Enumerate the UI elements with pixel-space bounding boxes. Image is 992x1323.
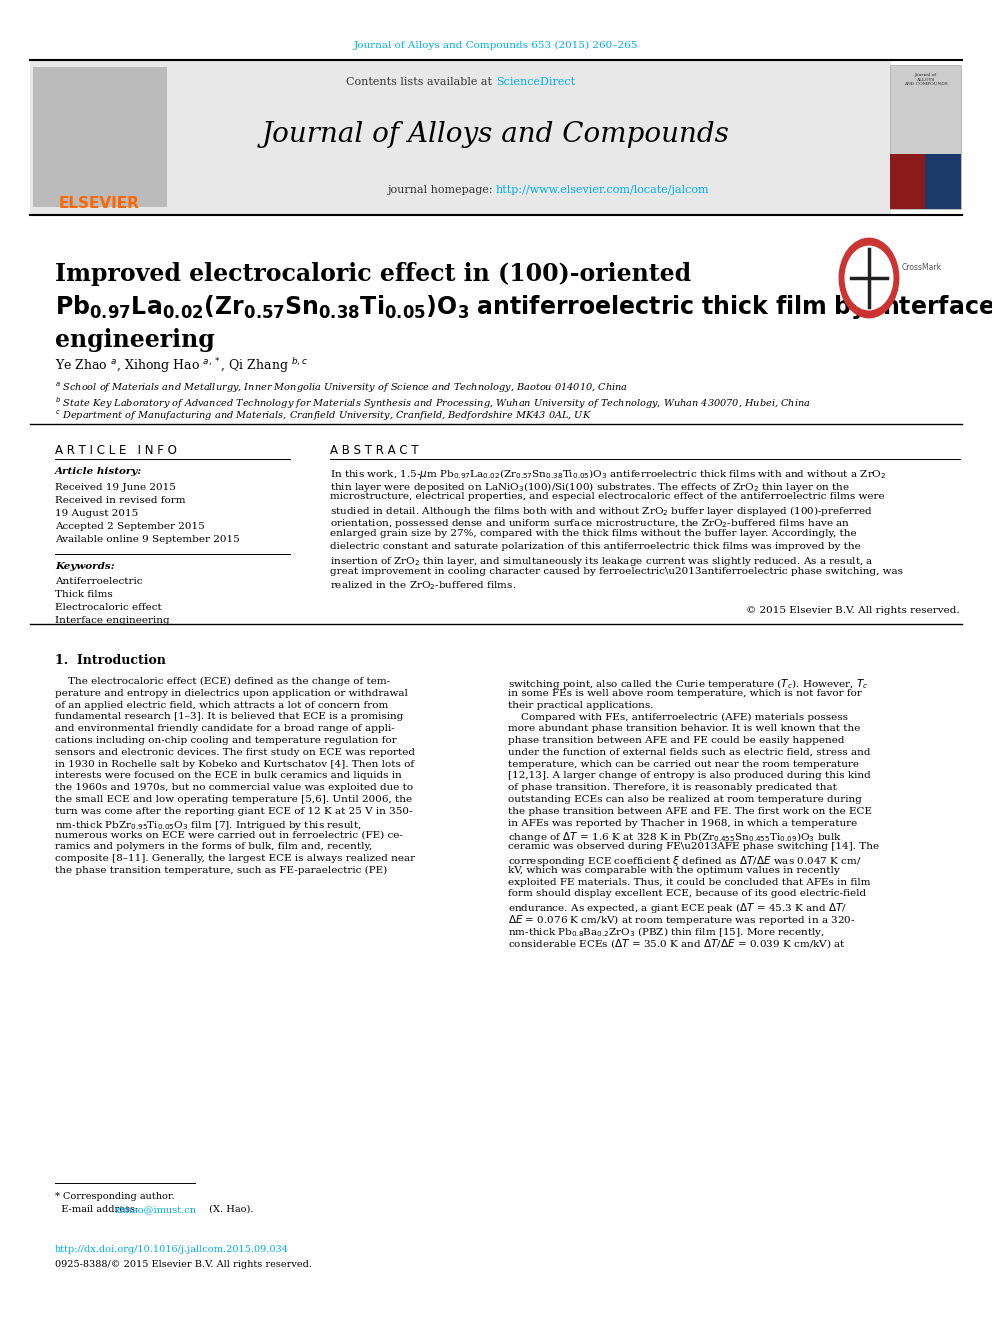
Text: © 2015 Elsevier B.V. All rights reserved.: © 2015 Elsevier B.V. All rights reserved…	[746, 606, 960, 615]
Bar	[890, 65, 961, 209]
Text: cations including on-chip cooling and temperature regulation for: cations including on-chip cooling and te…	[55, 736, 397, 745]
Text: the phase transition temperature, such as FE-paraelectric (PE): the phase transition temperature, such a…	[55, 865, 387, 875]
Text: switching point, also called the Curie temperature ($T_c$). However, $T_c$: switching point, also called the Curie t…	[508, 677, 868, 691]
Text: thin layer were deposited on LaNiO$_3$(100)/Si(100) substrates. The effects of Z: thin layer were deposited on LaNiO$_3$(1…	[330, 479, 850, 493]
Text: E-mail address:: E-mail address:	[55, 1205, 142, 1215]
Bar	[30, 60, 891, 216]
Text: Accepted 2 September 2015: Accepted 2 September 2015	[55, 523, 204, 531]
Text: Contents lists available at: Contents lists available at	[346, 77, 496, 87]
Text: more abundant phase transition behavior. It is well known that the: more abundant phase transition behavior.…	[508, 724, 860, 733]
Text: considerable ECEs ($\Delta T$ = 35.0 K and $\Delta T$/$\Delta E$ = 0.039 K cm/kV: considerable ECEs ($\Delta T$ = 35.0 K a…	[508, 937, 846, 950]
Text: turn was come after the reporting giant ECE of 12 K at 25 V in 350-: turn was come after the reporting giant …	[55, 807, 413, 816]
Text: microstructure, electrical properties, and especial electrocaloric effect of the: microstructure, electrical properties, a…	[330, 492, 885, 501]
Text: fundamental research [1–3]. It is believed that ECE is a promising: fundamental research [1–3]. It is believ…	[55, 712, 404, 721]
Text: In this work, 1.5-$\mu$m Pb$_{0.97}$La$_{0.02}$(Zr$_{0.57}$Sn$_{0.38}$Ti$_{0.05}: In this work, 1.5-$\mu$m Pb$_{0.97}$La$_…	[330, 467, 887, 482]
Bar	[890, 155, 925, 209]
Text: great improvement in cooling character caused by ferroelectric\u2013antiferroele: great improvement in cooling character c…	[330, 568, 903, 576]
Text: Compared with FEs, antiferroelectric (AFE) materials possess: Compared with FEs, antiferroelectric (AF…	[508, 712, 848, 721]
Text: endurance. As expected, a giant ECE peak ($\Delta T$ = 45.3 K and $\Delta T$/: endurance. As expected, a giant ECE peak…	[508, 901, 847, 916]
Text: ScienceDirect: ScienceDirect	[496, 77, 575, 87]
Text: A R T I C L E   I N F O: A R T I C L E I N F O	[55, 445, 177, 456]
Text: [12,13]. A larger change of entropy is also produced during this kind: [12,13]. A larger change of entropy is a…	[508, 771, 871, 781]
Text: form should display excellent ECE, because of its good electric-field: form should display excellent ECE, becau…	[508, 889, 866, 898]
Text: dielectric constant and saturate polarization of this antiferroelectric thick fi: dielectric constant and saturate polariz…	[330, 542, 861, 550]
Text: enlarged grain size by 27%, compared with the thick films without the buffer lay: enlarged grain size by 27%, compared wit…	[330, 529, 857, 538]
Text: $\Delta E$ = 0.076 K cm/kV) at room temperature was reported in a 320-: $\Delta E$ = 0.076 K cm/kV) at room temp…	[508, 913, 855, 927]
Text: Ye Zhao $^a$, Xihong Hao $^{a,*}$, Qi Zhang $^{b,c}$: Ye Zhao $^a$, Xihong Hao $^{a,*}$, Qi Zh…	[55, 356, 308, 374]
Text: 0925-8388/© 2015 Elsevier B.V. All rights reserved.: 0925-8388/© 2015 Elsevier B.V. All right…	[55, 1259, 312, 1269]
Text: exploited FE materials. Thus, it could be concluded that AFEs in film: exploited FE materials. Thus, it could b…	[508, 877, 871, 886]
Text: ELSEVIER: ELSEVIER	[59, 196, 140, 210]
Text: $^c$ Department of Manufacturing and Materials, Cranfield University, Cranfield,: $^c$ Department of Manufacturing and Mat…	[55, 409, 592, 423]
Text: journal homepage:: journal homepage:	[387, 185, 496, 194]
Text: insertion of ZrO$_2$ thin layer, and simultaneously its leakage current was slig: insertion of ZrO$_2$ thin layer, and sim…	[330, 554, 874, 568]
Text: the small ECE and low operating temperature [5,6]. Until 2006, the: the small ECE and low operating temperat…	[55, 795, 412, 804]
Text: in AFEs was reported by Thacher in 1968, in which a temperature: in AFEs was reported by Thacher in 1968,…	[508, 819, 857, 828]
Text: Available online 9 September 2015: Available online 9 September 2015	[55, 534, 240, 544]
Text: Received 19 June 2015: Received 19 June 2015	[55, 483, 176, 492]
Text: studied in detail. Although the films both with and without ZrO$_2$ buffer layer: studied in detail. Although the films bo…	[330, 504, 873, 519]
Bar	[925, 155, 961, 209]
Text: change of $\Delta T$ = 1.6 K at 328 K in Pb(Zr$_{0.455}$Sn$_{0.455}$Ti$_{0.09}$): change of $\Delta T$ = 1.6 K at 328 K in…	[508, 831, 842, 844]
Text: Journal of Alloys and Compounds 653 (2015) 260–265: Journal of Alloys and Compounds 653 (201…	[354, 41, 638, 49]
Text: kV, which was comparable with the optimum values in recently: kV, which was comparable with the optimu…	[508, 865, 840, 875]
Text: nm-thick Pb$_{0.8}$Ba$_{0.2}$ZrO$_3$ (PBZ) thin film [15]. More recently,: nm-thick Pb$_{0.8}$Ba$_{0.2}$ZrO$_3$ (PB…	[508, 925, 824, 939]
Text: orientation, possessed dense and uniform surface microstructure, the ZrO$_2$-buf: orientation, possessed dense and uniform…	[330, 517, 850, 531]
Text: Interface engineering: Interface engineering	[55, 617, 170, 624]
Text: (X. Hao).: (X. Hao).	[205, 1205, 253, 1215]
Bar	[33, 67, 167, 206]
Text: Improved electrocaloric effect in (100)-oriented: Improved electrocaloric effect in (100)-…	[55, 262, 691, 286]
Text: nm-thick PbZr$_{0.95}$Ti$_{0.05}$O$_3$ film [7]. Intrigued by this result,: nm-thick PbZr$_{0.95}$Ti$_{0.05}$O$_3$ f…	[55, 819, 361, 832]
Text: phase transition between AFE and FE could be easily happened: phase transition between AFE and FE coul…	[508, 736, 844, 745]
Text: sensors and electronic devices. The first study on ECE was reported: sensors and electronic devices. The firs…	[55, 747, 415, 757]
Text: outstanding ECEs can also be realized at room temperature during: outstanding ECEs can also be realized at…	[508, 795, 862, 804]
Text: ramics and polymers in the forms of bulk, film and, recently,: ramics and polymers in the forms of bulk…	[55, 843, 372, 851]
Text: xhhao@imust.cn: xhhao@imust.cn	[114, 1205, 196, 1215]
Text: http://dx.doi.org/10.1016/j.jallcom.2015.09.034: http://dx.doi.org/10.1016/j.jallcom.2015…	[55, 1245, 289, 1254]
Text: under the function of external fields such as electric field, stress and: under the function of external fields su…	[508, 747, 871, 757]
Text: composite [8–11]. Generally, the largest ECE is always realized near: composite [8–11]. Generally, the largest…	[55, 855, 415, 863]
Text: 1.  Introduction: 1. Introduction	[55, 654, 166, 667]
Text: $^b$ State Key Laboratory of Advanced Technology for Materials Synthesis and Pro: $^b$ State Key Laboratory of Advanced Te…	[55, 396, 810, 411]
Text: of an applied electric field, which attracts a lot of concern from: of an applied electric field, which attr…	[55, 701, 388, 709]
Text: realized in the ZrO$_2$-buffered films.: realized in the ZrO$_2$-buffered films.	[330, 579, 517, 593]
Text: * Corresponding author.: * Corresponding author.	[55, 1192, 175, 1201]
Text: Received in revised form: Received in revised form	[55, 496, 186, 505]
Text: in 1930 in Rochelle salt by Kobeko and Kurtschatov [4]. Then lots of: in 1930 in Rochelle salt by Kobeko and K…	[55, 759, 414, 769]
Text: A B S T R A C T: A B S T R A C T	[330, 445, 419, 456]
Text: Thick films: Thick films	[55, 590, 113, 599]
Text: Journal of Alloys and Compounds: Journal of Alloys and Compounds	[262, 122, 730, 148]
Text: engineering: engineering	[55, 328, 214, 352]
Text: Journal of
ALLOYS
AND COMPOUNDS: Journal of ALLOYS AND COMPOUNDS	[904, 73, 947, 86]
Text: Keywords:: Keywords:	[55, 562, 115, 572]
Text: interests were focused on the ECE in bulk ceramics and liquids in: interests were focused on the ECE in bul…	[55, 771, 402, 781]
Text: Article history:: Article history:	[55, 467, 142, 476]
Text: their practical applications.: their practical applications.	[508, 701, 654, 709]
Text: perature and entropy in dielectrics upon application or withdrawal: perature and entropy in dielectrics upon…	[55, 689, 408, 697]
Text: CrossMark: CrossMark	[902, 263, 941, 273]
Text: the phase transition between AFE and FE. The first work on the ECE: the phase transition between AFE and FE.…	[508, 807, 872, 816]
Text: Antiferroelectric: Antiferroelectric	[55, 577, 143, 586]
Text: 19 August 2015: 19 August 2015	[55, 509, 138, 519]
Text: ceramic was observed during FE\u2013AFE phase switching [14]. The: ceramic was observed during FE\u2013AFE …	[508, 843, 879, 851]
Text: the 1960s and 1970s, but no commercial value was exploited due to: the 1960s and 1970s, but no commercial v…	[55, 783, 413, 792]
Text: Electrocaloric effect: Electrocaloric effect	[55, 603, 162, 613]
Circle shape	[839, 238, 899, 318]
Text: $\mathbf{Pb_{0.97}La_{0.02}(Zr_{0.57}Sn_{0.38}Ti_{0.05})O_3}$ $\mathbf{antiferro: $\mathbf{Pb_{0.97}La_{0.02}(Zr_{0.57}Sn_…	[55, 292, 992, 321]
Text: http://www.elsevier.com/locate/jalcom: http://www.elsevier.com/locate/jalcom	[496, 185, 709, 194]
Text: and environmental friendly candidate for a broad range of appli-: and environmental friendly candidate for…	[55, 724, 395, 733]
Text: The electrocaloric effect (ECE) defined as the change of tem-: The electrocaloric effect (ECE) defined …	[55, 677, 390, 687]
Text: of phase transition. Therefore, it is reasonably predicated that: of phase transition. Therefore, it is re…	[508, 783, 837, 792]
Text: $^a$ School of Materials and Metallurgy, Inner Mongolia University of Science an: $^a$ School of Materials and Metallurgy,…	[55, 381, 628, 396]
Text: temperature, which can be carried out near the room temperature: temperature, which can be carried out ne…	[508, 759, 859, 769]
Circle shape	[845, 246, 893, 310]
Text: numerous works on ECE were carried out in ferroelectric (FE) ce-: numerous works on ECE were carried out i…	[55, 831, 403, 839]
Text: corresponding ECE coefficient $\xi$ defined as $\Delta T$/$\Delta E$ was 0.047 K: corresponding ECE coefficient $\xi$ defi…	[508, 855, 862, 868]
Text: in some FEs is well above room temperature, which is not favor for: in some FEs is well above room temperatu…	[508, 689, 862, 697]
